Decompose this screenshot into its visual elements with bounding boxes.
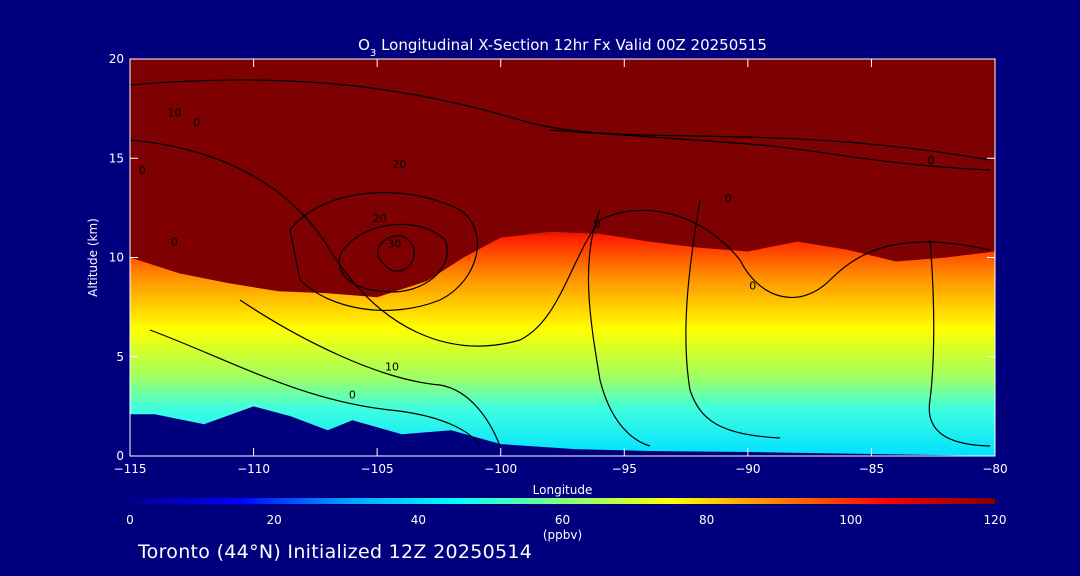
contour-line (289, 191, 478, 311)
contour-label: 0 (171, 236, 178, 249)
x-tick-label: −100 (484, 462, 517, 476)
contour-label: 0 (594, 218, 601, 231)
contour-label: 0 (139, 164, 146, 177)
contour-label: 0 (349, 388, 356, 401)
y-tick-label: 15 (109, 151, 124, 165)
contour-line (130, 139, 991, 347)
footer-caption: Toronto (44°N) Initialized 12Z 20250514 (138, 541, 533, 563)
contour-line (549, 129, 991, 171)
contour-lines (130, 79, 991, 447)
contour-line (928, 239, 991, 447)
colorbar-tick-label: 100 (839, 513, 862, 527)
y-tick-label: 0 (116, 449, 124, 463)
terrain-mask (130, 406, 995, 456)
contour-label: 0 (193, 116, 200, 129)
colorbar (130, 498, 995, 504)
title-prefix: O (358, 36, 370, 54)
x-tick-label: −115 (114, 462, 147, 476)
colorbar-tick-label: 80 (699, 513, 714, 527)
title-rest: Longitudinal X-Section 12hr Fx Valid 00Z… (376, 36, 767, 54)
colorbar-tick-label: 40 (411, 513, 426, 527)
x-tick-label: −105 (361, 462, 394, 476)
contour-line (239, 299, 501, 447)
colorbar-tick-label: 20 (267, 513, 282, 527)
colorbar-units-label: (ppbv) (543, 528, 582, 542)
x-tick-label: −110 (237, 462, 270, 476)
x-axis-label: Longitude (533, 483, 593, 497)
contour-label: 0 (927, 154, 934, 167)
contour-label: 20 (392, 158, 406, 171)
contour-line (587, 209, 651, 447)
contour-label: 0 (749, 279, 756, 292)
x-tick-label: −80 (982, 462, 1007, 476)
x-tick-label: −95 (612, 462, 637, 476)
colorbar-ticks: 0 20 40 60 80 100 120 (126, 513, 1006, 527)
contour-label: 0 (725, 192, 732, 205)
y-axis: 0 5 10 15 20 (109, 52, 995, 463)
y-axis-label: Altitude (km) (86, 218, 100, 297)
contour-label: 20 (373, 212, 387, 225)
colorbar-tick-label: 0 (126, 513, 134, 527)
y-tick-label: 10 (109, 251, 124, 265)
ozone-high-region (130, 59, 995, 298)
y-tick-label: 20 (109, 52, 124, 66)
contour-line (377, 235, 415, 272)
contour-line (338, 223, 448, 293)
x-tick-label: −90 (735, 462, 760, 476)
colorbar-tick-label: 60 (555, 513, 570, 527)
y-tick-label: 5 (116, 350, 124, 364)
title-subscript: 3 (370, 48, 376, 59)
contour-line (685, 199, 781, 439)
chart-title: O3 Longitudinal X-Section 12hr Fx Valid … (358, 36, 767, 59)
contour-label: 30 (387, 238, 401, 251)
contour-line (149, 329, 481, 447)
contour-label: 10 (385, 361, 399, 374)
contour-line (130, 79, 991, 161)
contour-label: 10 (167, 107, 181, 120)
colorbar-tick-label: 120 (984, 513, 1007, 527)
x-tick-label: −85 (859, 462, 884, 476)
x-axis: −115 −110 −105 −100 −95 −90 −85 −80 (114, 59, 1008, 476)
